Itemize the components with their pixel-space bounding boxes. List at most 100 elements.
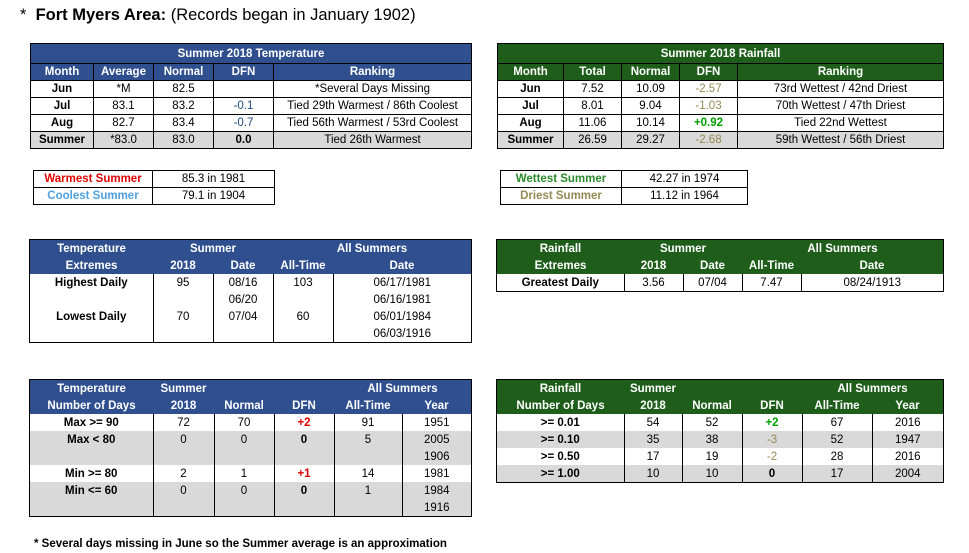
greatest-daily-label: Greatest Daily (497, 274, 625, 291)
month-cell: Aug (30, 114, 94, 132)
ranking-cell: 59th Wettest / 56th Driest (737, 131, 944, 149)
table-row: >= 0.10 35 38 -3 52 1947 (497, 431, 943, 448)
days-year: 2004 (872, 465, 943, 482)
year-header: 2018 (170, 259, 196, 272)
lowest-alltime-date: 06/01/1984 (373, 310, 432, 323)
highest-2018-value: 95 (153, 274, 214, 291)
summer-header: Summer (629, 382, 677, 395)
days-normal: 1 (214, 465, 275, 482)
highest-2018-date: 06/20 (213, 291, 274, 308)
highest-alltime-date: 06/16/1981 (373, 293, 432, 306)
col-ranking: Ranking (737, 63, 944, 81)
col-dfn: DFN (213, 63, 274, 81)
summer-header: Summer (160, 382, 207, 395)
all-summers-header: All Summers (837, 382, 908, 395)
ranking-cell: 73rd Wettest / 42nd Driest (737, 80, 944, 98)
title-note: (Records began in January 1902) (170, 6, 416, 24)
days-label: Min <= 60 (30, 482, 154, 499)
coolest-summer-value: 79.1 in 1904 (152, 187, 275, 205)
dfn-cell: +0.92 (679, 114, 738, 132)
greatest-alltime-value: 7.47 (742, 274, 802, 291)
wettest-summer-value: 42.27 in 1974 (621, 170, 748, 188)
days-alltime: 91 (334, 414, 403, 431)
days-label: Min >= 80 (30, 465, 154, 482)
lowest-2018-date: 07/04 (213, 308, 274, 325)
page-title: * Fort Myers Area: (Records began in Jan… (20, 6, 416, 25)
days-normal: 0 (214, 482, 275, 499)
days-2018: 0 (153, 431, 215, 448)
table-row: Coolest Summer 79.1 in 1904 (33, 187, 275, 205)
month-cell: Jun (30, 80, 94, 98)
temperature-records-table: Warmest Summer 85.3 in 1981 Coolest Summ… (33, 170, 275, 205)
days-alltime: 52 (802, 431, 873, 448)
days-label: Max >= 90 (30, 414, 154, 431)
days-dfn: 0 (274, 431, 335, 448)
rainfall-records-table: Wettest Summer 42.27 in 1974 Driest Summ… (500, 170, 748, 205)
title-bullet: * (20, 6, 27, 24)
highest-2018-date: 08/16 (213, 274, 274, 291)
extremes-header-subtitle: Extremes (65, 259, 118, 272)
normal-cell: 83.4 (153, 114, 214, 132)
average-cell: *83.0 (93, 131, 154, 149)
ranking-cell: 70th Wettest / 47th Driest (737, 97, 944, 115)
dfn-cell: -2.57 (679, 80, 738, 98)
rainfall-summary-table: Summer 2018 Rainfall Month Total Normal … (497, 43, 944, 149)
col-total: Total (563, 63, 622, 81)
table-row: Highest Daily 95 08/16 103 06/17/1981 (30, 274, 471, 291)
dfn-cell: 0.0 (213, 131, 274, 149)
ranking-cell: *Several Days Missing (272, 80, 473, 98)
month-cell: Jul (30, 97, 94, 115)
dfn-cell: -0.1 (213, 97, 274, 115)
year-col-header: Year (895, 399, 920, 412)
ranking-cell: Tied 22nd Wettest (737, 114, 944, 132)
table-row: Wettest Summer 42.27 in 1974 (500, 170, 748, 188)
days-dfn: 0 (274, 482, 335, 499)
days-2018: 17 (624, 448, 683, 465)
days-year: 1916 (402, 499, 471, 516)
dfn-header: DFN (292, 399, 316, 412)
all-summers-header: All Summers (336, 242, 408, 255)
col-normal: Normal (621, 63, 680, 81)
table-row: Warmest Summer 85.3 in 1981 (33, 170, 275, 188)
days-normal: 70 (214, 414, 275, 431)
days-normal: 0 (214, 431, 275, 448)
month-cell: Summer (30, 131, 94, 149)
all-date-header: Date (389, 259, 415, 272)
normal-header: Normal (224, 399, 264, 412)
col-dfn: DFN (679, 63, 738, 81)
dfn-cell: -2.68 (679, 131, 738, 149)
total-cell: 26.59 (563, 131, 622, 149)
average-cell: 82.7 (93, 114, 154, 132)
table-row: 06/03/1916 (30, 325, 471, 342)
table-row: >= 0.50 17 19 -2 28 2016 (497, 448, 943, 465)
days-2018: 10 (624, 465, 683, 482)
days-year: 1947 (872, 431, 943, 448)
normal-cell: 9.04 (621, 97, 680, 115)
days-label: >= 0.01 (497, 414, 625, 431)
month-cell: Aug (497, 114, 564, 132)
year-col-header: Year (424, 399, 449, 412)
lowest-2018-value: 70 (153, 308, 214, 325)
dfn-header: DFN (760, 399, 784, 412)
coolest-summer-label: Coolest Summer (33, 187, 153, 205)
lowest-alltime-date: 06/03/1916 (373, 327, 432, 340)
table-row: Min >= 80 2 1 +1 14 1981 (30, 465, 471, 482)
temperature-extremes-table: Temperature Summer All Summers Extremes … (29, 239, 472, 343)
year-header: 2018 (640, 259, 667, 272)
dfn-cell: -1.03 (679, 97, 738, 115)
year-header: 2018 (640, 399, 666, 412)
greatest-2018-date: 07/04 (683, 274, 743, 291)
days-dfn: +2 (274, 414, 335, 431)
days-alltime: 67 (802, 414, 873, 431)
warmest-summer-value: 85.3 in 1981 (152, 170, 275, 188)
rainfall-days-table: Rainfall Summer All Summers Number of Da… (496, 379, 944, 483)
days-alltime: 5 (334, 431, 403, 448)
table-row: Lowest Daily 70 07/04 60 06/01/1984 (30, 308, 471, 325)
ranking-cell: Tied 26th Warmest (272, 131, 473, 149)
days-2018: 72 (153, 414, 215, 431)
col-month: Month (497, 63, 564, 81)
year-header: 2018 (170, 399, 197, 412)
extremes-header-subtitle: Extremes (534, 259, 587, 272)
greatest-alltime-date: 08/24/1913 (843, 276, 902, 289)
driest-summer-value: 11.12 in 1964 (621, 187, 748, 205)
